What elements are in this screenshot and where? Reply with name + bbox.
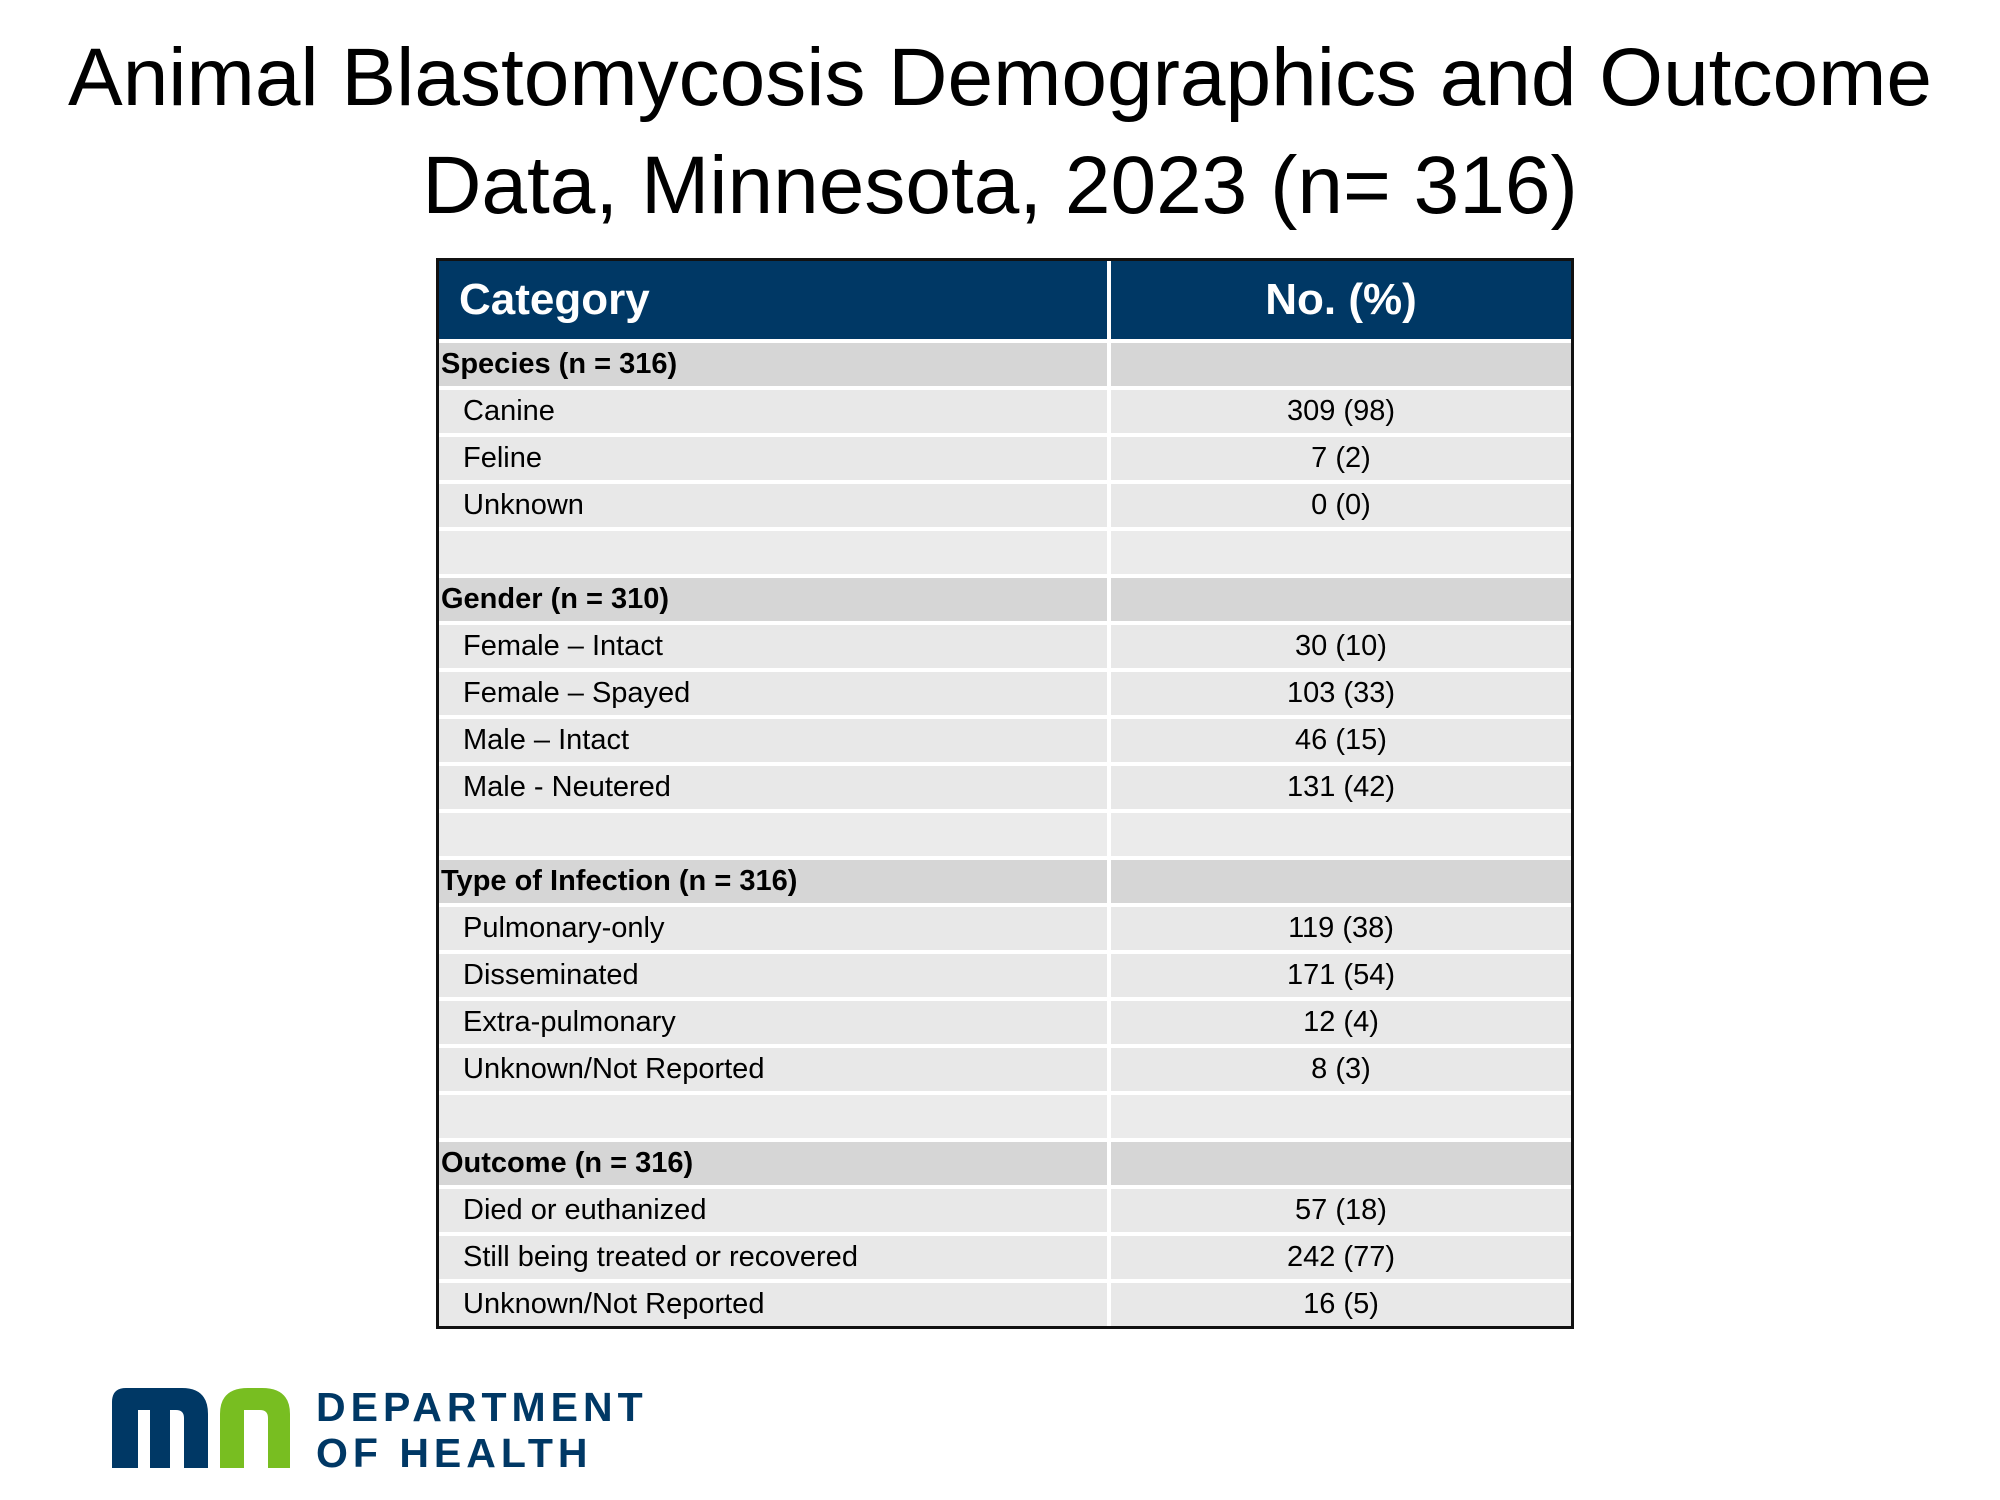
table-row: Unknown/Not Reported 8 (3) bbox=[439, 1046, 1571, 1095]
demographics-table: Category No. (%) Species (n = 316) Canine… bbox=[436, 258, 1574, 1329]
group-label: Type of Infection (n = 316) bbox=[439, 858, 1111, 907]
table-row: Disseminated 171 (54) bbox=[439, 952, 1571, 1001]
department-line-1: DEPARTMENT bbox=[316, 1384, 648, 1430]
row-label: Unknown/Not Reported bbox=[439, 1046, 1111, 1095]
row-value bbox=[1109, 341, 1571, 390]
category-column-header: Category bbox=[439, 261, 1111, 343]
row-label: Male - Neutered bbox=[439, 764, 1111, 813]
page-title: Animal Blastomycosis Demographics and Ou… bbox=[0, 24, 2000, 240]
row-value bbox=[1109, 1140, 1571, 1189]
table-row: Died or euthanized 57 (18) bbox=[439, 1187, 1571, 1236]
row-label: Male – Intact bbox=[439, 717, 1111, 766]
mn-department-of-health-logo: DEPARTMENT OF HEALTH bbox=[112, 1384, 652, 1476]
page-title-line-1: Animal Blastomycosis Demographics and Ou… bbox=[68, 32, 1932, 123]
row-label: Died or euthanized bbox=[439, 1187, 1111, 1236]
row-value: 16 (5) bbox=[1109, 1281, 1571, 1326]
row-value: 46 (15) bbox=[1109, 717, 1571, 766]
row-value: 242 (77) bbox=[1109, 1234, 1571, 1283]
row-label: Feline bbox=[439, 435, 1111, 484]
table-row: Still being treated or recovered 242 (77) bbox=[439, 1234, 1571, 1283]
row-label bbox=[439, 811, 1111, 860]
row-value: 103 (33) bbox=[1109, 670, 1571, 719]
table-spacer-row bbox=[439, 529, 1571, 578]
row-label: Extra-pulmonary bbox=[439, 999, 1111, 1048]
row-value bbox=[1109, 576, 1571, 625]
row-value: 0 (0) bbox=[1109, 482, 1571, 531]
table-group-row: Type of Infection (n = 316) bbox=[439, 858, 1571, 907]
row-value: 7 (2) bbox=[1109, 435, 1571, 484]
table-spacer-row bbox=[439, 1093, 1571, 1142]
row-label bbox=[439, 1093, 1111, 1142]
row-value bbox=[1109, 858, 1571, 907]
value-column-header: No. (%) bbox=[1109, 261, 1571, 343]
table-row: Unknown 0 (0) bbox=[439, 482, 1571, 531]
department-line-2: OF HEALTH bbox=[316, 1430, 593, 1476]
department-text: DEPARTMENT OF HEALTH bbox=[316, 1384, 648, 1476]
row-value: 309 (98) bbox=[1109, 388, 1571, 437]
table-header-row: Category No. (%) bbox=[439, 261, 1571, 343]
row-label: Still being treated or recovered bbox=[439, 1234, 1111, 1283]
row-label: Unknown bbox=[439, 482, 1111, 531]
table-row: Female – Spayed 103 (33) bbox=[439, 670, 1571, 719]
table-group-row: Gender (n = 310) bbox=[439, 576, 1571, 625]
row-label: Disseminated bbox=[439, 952, 1111, 1001]
table-spacer-row bbox=[439, 811, 1571, 860]
table-group-row: Species (n = 316) bbox=[439, 341, 1571, 390]
row-value bbox=[1109, 1093, 1571, 1142]
table-row: Female – Intact 30 (10) bbox=[439, 623, 1571, 672]
row-value bbox=[1109, 811, 1571, 860]
page-title-line-2: Data, Minnesota, 2023 (n= 316) bbox=[422, 140, 1578, 231]
table-row: Male – Intact 46 (15) bbox=[439, 717, 1571, 766]
table-row: Extra-pulmonary 12 (4) bbox=[439, 999, 1571, 1048]
table-row: Male - Neutered 131 (42) bbox=[439, 764, 1571, 813]
row-label: Female – Spayed bbox=[439, 670, 1111, 719]
row-label: Pulmonary-only bbox=[439, 905, 1111, 954]
table-row: Feline 7 (2) bbox=[439, 435, 1571, 484]
table-body: Species (n = 316) Canine 309 (98) Feline 7 (… bbox=[439, 341, 1571, 1326]
row-label: Canine bbox=[439, 388, 1111, 437]
mn-logo-icon bbox=[112, 1388, 290, 1468]
table-row: Pulmonary-only 119 (38) bbox=[439, 905, 1571, 954]
group-label: Species (n = 316) bbox=[439, 341, 1111, 390]
row-value: 57 (18) bbox=[1109, 1187, 1571, 1236]
row-label: Unknown/Not Reported bbox=[439, 1281, 1111, 1326]
row-value: 131 (42) bbox=[1109, 764, 1571, 813]
row-value: 30 (10) bbox=[1109, 623, 1571, 672]
table-group-row: Outcome (n = 316) bbox=[439, 1140, 1571, 1189]
row-value bbox=[1109, 529, 1571, 578]
row-label bbox=[439, 529, 1111, 578]
row-value: 8 (3) bbox=[1109, 1046, 1571, 1095]
table-row: Canine 309 (98) bbox=[439, 388, 1571, 437]
row-value: 171 (54) bbox=[1109, 952, 1571, 1001]
row-value: 12 (4) bbox=[1109, 999, 1571, 1048]
table-row: Unknown/Not Reported 16 (5) bbox=[439, 1281, 1571, 1326]
group-label: Outcome (n = 316) bbox=[439, 1140, 1111, 1189]
group-label: Gender (n = 310) bbox=[439, 576, 1111, 625]
row-label: Female – Intact bbox=[439, 623, 1111, 672]
row-value: 119 (38) bbox=[1109, 905, 1571, 954]
